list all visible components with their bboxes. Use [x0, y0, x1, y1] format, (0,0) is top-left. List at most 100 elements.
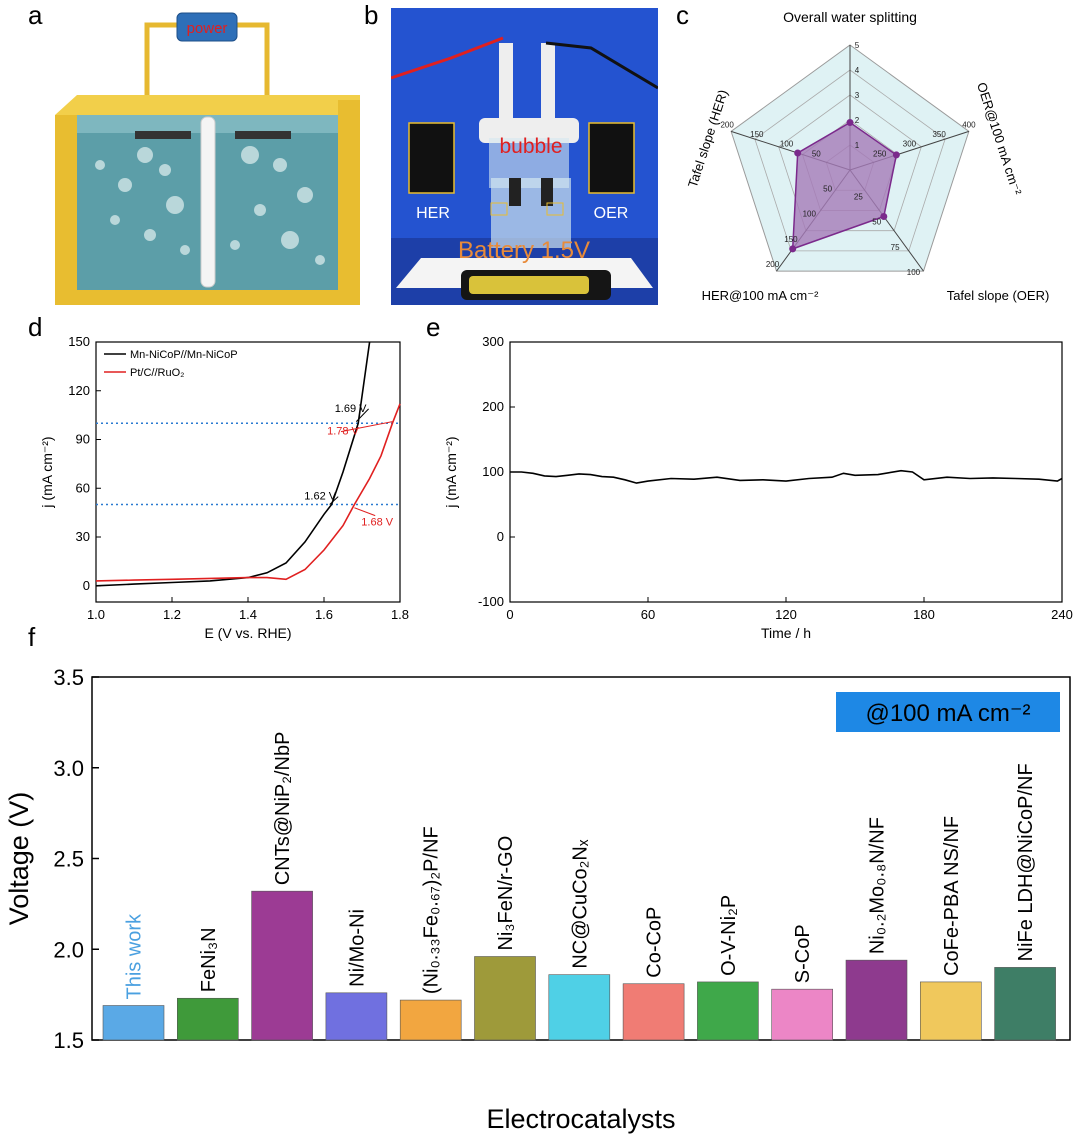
radar-tick-label: 4: [855, 66, 860, 75]
annotation-label: @100 mA cm⁻²: [865, 700, 1030, 727]
bar-category-label: Ni₀.₂Mo₀.₈N/NF: [867, 817, 889, 954]
legend-label: Mn-NiCoP//Mn-NiCoP: [130, 349, 238, 361]
bar-category-label: CoFe-PBA NS/NF: [941, 816, 963, 976]
y-tick-label: 60: [76, 480, 90, 495]
setup-photo: bubble HER OER Battery 1.5V: [391, 8, 658, 305]
bar-category-label: (Ni₀.₃₃Fe₀.₆₇)₂P/NF: [421, 826, 443, 994]
x-tick-label: 1.8: [391, 607, 409, 622]
radar-tick-label: 3: [855, 91, 860, 100]
y-tick-label: 3.0: [53, 756, 84, 781]
annotation-arrow: [354, 507, 376, 517]
y-tick-label: 90: [76, 432, 90, 447]
x-axis-label: Time / h: [761, 625, 811, 641]
bar-category-label: NC@CuCo₂Nₓ: [569, 839, 591, 969]
y-tick-label: 120: [68, 383, 90, 398]
x-tick-label: 1.6: [315, 607, 333, 622]
bar-category-label: Ni/Mo-Ni: [346, 909, 368, 987]
radar-chart: 1 2 3 4 5 250 300 350 400 25 50 75 100 50 100 150 200 50 1…: [660, 0, 1080, 310]
electrolyzer-illustration: power: [55, 5, 360, 305]
her-inset: [408, 122, 455, 194]
bar: [919, 981, 982, 1041]
series-line: [95, 341, 371, 587]
x-tick-label: 1.4: [239, 607, 257, 622]
radar-tick-label: 1: [855, 141, 860, 150]
radar-tick-label: 300: [903, 140, 917, 149]
panel-label-d: d: [28, 312, 43, 342]
voltage-annotation: 1.69 V: [335, 403, 367, 415]
y-tick-label: 100: [482, 464, 504, 479]
radar-tick-label: 75: [891, 243, 900, 252]
bar-category-label: NiFe LDH@NiCoP/NF: [1015, 763, 1037, 961]
y-tick-label: 300: [482, 334, 504, 349]
panel-label-a: a: [28, 0, 43, 30]
power-label: power: [187, 20, 228, 37]
x-tick-label: 120: [775, 607, 797, 622]
radar-tick-label: 150: [784, 235, 798, 244]
panel-label-e: e: [426, 312, 441, 342]
y-tick-label: 30: [76, 529, 90, 544]
bubble-label: bubble: [499, 135, 562, 158]
radar-point: [892, 151, 900, 159]
oer-label: OER: [594, 205, 629, 222]
x-tick-label: 0: [506, 607, 513, 622]
y-tick-label: -100: [478, 594, 504, 609]
radar-tick-label: 5: [855, 41, 860, 50]
x-tick-label: 60: [641, 607, 655, 622]
y-tick-label: 200: [482, 399, 504, 414]
x-axis-label: E (V vs. RHE): [204, 625, 291, 641]
y-tick-label: 3.5: [53, 665, 84, 690]
tank-wall-left: [55, 115, 77, 305]
radar-tick-label: 400: [962, 120, 976, 129]
voltage-annotation: 1.62 V: [304, 491, 336, 503]
radar-point: [794, 149, 802, 157]
y-axis-label: j (mA cm⁻²): [443, 436, 459, 508]
bar: [771, 988, 834, 1041]
y-axis-label: j (mA cm⁻²): [39, 436, 55, 508]
tank-wall-right: [338, 100, 360, 305]
radar-point: [880, 213, 888, 221]
bar-category-label: This work: [124, 913, 146, 1000]
bar: [399, 999, 462, 1041]
radar-grid-ring: [778, 94, 922, 232]
bar: [548, 974, 611, 1041]
y-tick-label: 0: [497, 529, 504, 544]
radar-tick-label: 50: [812, 149, 821, 158]
bar-category-label: FeNi₃N: [198, 927, 220, 992]
series-line: [95, 403, 401, 582]
bar: [177, 997, 239, 1041]
radar-tick-label: 100: [803, 210, 817, 219]
plot-frame: [95, 341, 401, 603]
radar-tick-label: 25: [854, 192, 863, 201]
bar-category-label: Co-CoP: [644, 907, 666, 978]
bar-category-label: S-CoP: [792, 924, 814, 983]
battery-label: Battery 1.5V: [458, 237, 590, 264]
radar-tick-label: 200: [720, 120, 734, 129]
bar: [102, 1005, 165, 1041]
panel-label-b: b: [364, 0, 379, 30]
polarization-chart: 1.0 1.2 1.4 1.6 1.8 0 30 60 90 120 150 E (V vs. RHE…: [30, 320, 420, 650]
cell-lid: [479, 118, 579, 143]
radar-axis-label-tafel-her: Tafel slope (HER): [685, 88, 731, 190]
panel-label-c: c: [676, 0, 689, 30]
panel-label-f: f: [28, 622, 36, 652]
y-tick-label: 2.5: [53, 847, 84, 872]
radar-series: [791, 121, 898, 250]
radar-axis-label-tafel-oer: Tafel slope (OER): [947, 288, 1050, 303]
bar-category-label: Ni₃FeN/r-GO: [495, 836, 517, 951]
y-axis-label: Voltage (V): [4, 792, 34, 926]
annotation-arrow: [340, 421, 393, 433]
y-tick-label: 150: [68, 334, 90, 349]
voltage-annotation: 1.68 V: [361, 517, 393, 529]
bar: [474, 956, 536, 1041]
bar: [845, 959, 908, 1041]
radar-tick-label: 100: [780, 140, 794, 149]
y-tick-label: 2.0: [53, 937, 84, 962]
x-tick-label: 180: [913, 607, 935, 622]
x-tick-label: 1.0: [87, 607, 105, 622]
bar: [994, 967, 1056, 1041]
y-tick-label: 1.5: [53, 1028, 84, 1053]
annotation-box: [836, 692, 1060, 732]
radar-tick-label: 50: [823, 184, 832, 193]
radar-axis-label-her: HER@100 mA cm⁻²: [702, 288, 820, 303]
